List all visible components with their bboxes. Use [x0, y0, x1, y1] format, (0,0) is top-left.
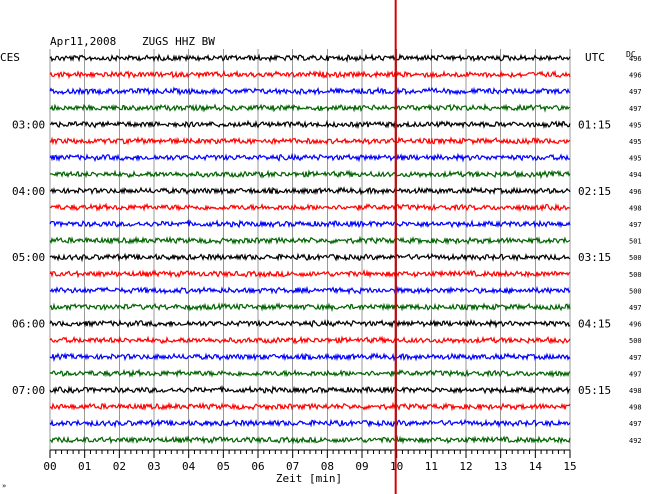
trace-line: [49, 53, 571, 64]
right-hour-label: 02:15: [578, 185, 611, 198]
right-hour-label: 01:15: [578, 118, 611, 131]
chart-station: ZUGS HHZ BW: [142, 35, 215, 48]
dc-offset-label: 500: [629, 271, 642, 279]
x-tick-label: 15: [563, 460, 576, 473]
dc-offset-labels: 496 496 497 497 495 495 495 494 496 498 497 501 500 5…: [629, 55, 642, 445]
trace-line: [49, 269, 571, 279]
right-hour-label: 03:15: [578, 251, 611, 264]
corner-mark: »: [2, 482, 6, 490]
trace-line: [49, 119, 571, 130]
dc-offset-label: 497: [629, 221, 642, 229]
trace-line: [49, 335, 571, 345]
x-tick-label: 03: [147, 460, 160, 473]
x-tick-label: 08: [321, 460, 334, 473]
x-tick-label: 00: [43, 460, 56, 473]
x-tick-label: 07: [286, 460, 299, 473]
x-axis-label: Zeit [min]: [276, 472, 342, 485]
trace-lines: [49, 53, 571, 445]
left-hour-label: 07:00: [12, 384, 45, 397]
trace-line: [49, 368, 571, 379]
dc-offset-label: 501: [629, 238, 642, 246]
x-tick-label: 11: [425, 460, 438, 473]
dc-offset-label: 497: [629, 354, 642, 362]
x-tick-label: 09: [355, 460, 368, 473]
trace-line: [49, 86, 571, 97]
trace-line: [49, 352, 571, 362]
left-hour-labels: 03:00 04:00 05:00 06:00 07:00: [12, 118, 45, 397]
trace-line: [49, 169, 571, 180]
dc-offset-label: 496: [629, 72, 642, 80]
trace-line: [49, 202, 571, 213]
left-hour-label: 04:00: [12, 185, 45, 198]
dc-offset-label: 497: [629, 370, 642, 378]
dc-offset-label: 498: [629, 387, 642, 395]
dc-offset-label: 500: [629, 287, 642, 295]
right-timezone-label: UTC: [585, 51, 605, 64]
dc-offset-label: 497: [629, 105, 642, 113]
right-hour-label: 05:15: [578, 384, 611, 397]
dc-offset-label: 496: [629, 55, 642, 63]
dc-offset-label: 498: [629, 204, 642, 212]
dc-offset-label: 500: [629, 254, 642, 262]
dc-offset-label: 494: [629, 171, 642, 179]
left-hour-label: 05:00: [12, 251, 45, 264]
dc-header-label: DC: [626, 50, 636, 59]
dc-offset-label: 496: [629, 188, 642, 196]
dc-offset-label: 497: [629, 88, 642, 96]
x-tick-label: 14: [529, 460, 543, 473]
x-tick-label: 13: [494, 460, 507, 473]
trace-line: [49, 252, 571, 263]
trace-line: [49, 385, 571, 395]
dc-offset-label: 497: [629, 420, 642, 428]
left-hour-label: 06:00: [12, 318, 45, 331]
x-tick-label: 05: [217, 460, 230, 473]
dc-offset-label: 495: [629, 121, 642, 129]
right-hour-labels: 01:15 02:15 03:15 04:15 05:15: [578, 118, 611, 397]
x-tick-label: 06: [251, 460, 264, 473]
trace-line: [49, 418, 571, 429]
x-tick-label: 02: [113, 460, 126, 473]
trace-line: [49, 285, 571, 296]
left-timezone-label: CES: [0, 51, 20, 64]
x-tick-label: 04: [182, 460, 196, 473]
dc-offset-label: 497: [629, 304, 642, 312]
dc-offset-label: 498: [629, 404, 642, 412]
right-hour-label: 04:15: [578, 318, 611, 331]
trace-line: [49, 186, 571, 196]
trace-line: [49, 401, 571, 412]
x-tick-label: 01: [78, 460, 91, 473]
dc-offset-label: 495: [629, 138, 642, 146]
x-tick-label: 12: [459, 460, 472, 473]
trace-line: [49, 136, 571, 146]
trace-line: [49, 102, 571, 113]
trace-line: [49, 152, 571, 163]
dc-offset-label: 492: [629, 437, 642, 445]
dc-offset-label: 495: [629, 155, 642, 163]
trace-line: [49, 302, 571, 313]
x-axis: 00010203040506070809101112131415: [43, 449, 577, 473]
trace-line: [49, 235, 571, 246]
left-hour-label: 03:00: [12, 118, 45, 131]
trace-line: [49, 219, 571, 229]
chart-date: Apr11,2008: [50, 35, 116, 48]
trace-line: [49, 435, 571, 445]
dc-offset-label: 500: [629, 337, 642, 345]
dc-offset-label: 496: [629, 321, 642, 329]
trace-line: [49, 69, 571, 80]
trace-line: [49, 318, 571, 329]
